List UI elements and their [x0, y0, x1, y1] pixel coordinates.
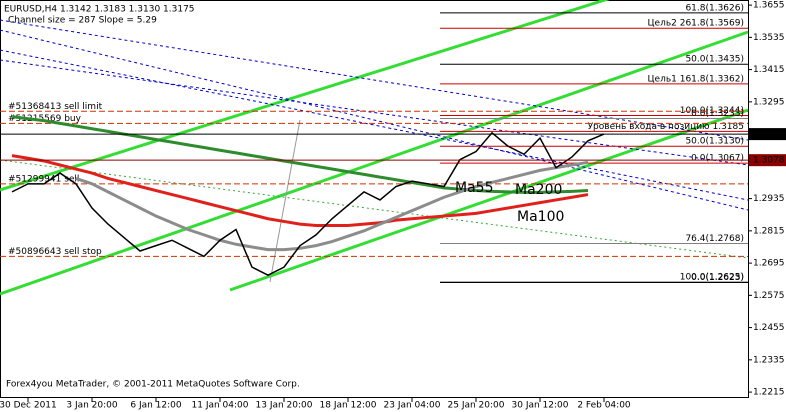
- level-label: 50.0(1.3130): [685, 137, 744, 147]
- y-tick-label: 1.2215: [753, 388, 785, 398]
- level-label: 0.0(1.2623): [691, 273, 744, 283]
- order-label: #51299941 sell: [8, 174, 79, 184]
- y-tick-label: 1.2575: [753, 291, 785, 301]
- y-tick-label: 1.3295: [753, 97, 785, 107]
- trend-lines: [0, 0, 749, 296]
- channel-line: [0, 0, 610, 192]
- price-box-label: 1.3175: [753, 130, 785, 140]
- order-label: #51215569 buy: [8, 114, 82, 124]
- trend-line: [0, 19, 749, 141]
- y-tick-label: 1.3535: [753, 33, 785, 43]
- trend-line: [0, 29, 749, 211]
- x-tick-label: 13 Jan 20:00: [256, 401, 313, 411]
- x-tick-label: 25 Jan 20:00: [448, 401, 505, 411]
- ma-label: Ma100: [517, 209, 564, 225]
- level-label: 76.4(1.2768): [685, 234, 744, 244]
- trend-line: [269, 119, 301, 283]
- level-label: 100.0(1.2625): [680, 272, 744, 282]
- price-line: [11, 131, 605, 277]
- x-tick-label: 11 Jan 04:00: [192, 401, 249, 411]
- ma-line: [11, 115, 589, 194]
- chart-title: EURUSD,H4 1.3142 1.3183 1.3130 1.3175: [4, 5, 195, 15]
- ma-line: [11, 154, 589, 227]
- trend-line: [0, 49, 749, 201]
- subtitle: Channel size = 287 Slope = 5.29: [8, 16, 157, 26]
- x-tick-label: 3 Jan 20:00: [66, 401, 118, 411]
- y-tick-label: 1.3655: [753, 1, 785, 11]
- footer: Forex4you MetaTrader, © 2001-2011 MetaQu…: [6, 380, 300, 390]
- x-tick-label: 23 Jan 04:00: [384, 401, 441, 411]
- x-tick-label: 18 Jan 12:00: [320, 401, 377, 411]
- trend-line: [0, 159, 749, 259]
- y-tick-label: 1.2815: [753, 226, 785, 236]
- y-tick-label: 1.2695: [753, 259, 785, 269]
- x-tick-label: 30 Dec 2011: [0, 401, 57, 411]
- price-box: [749, 154, 786, 167]
- ma-line: [75, 160, 589, 252]
- y-tick-label: 1.2455: [753, 323, 785, 333]
- channel-line: [0, 30, 749, 296]
- price-box-label: 1.3078: [753, 156, 785, 166]
- order-label: #50896643 sell stop: [8, 247, 102, 257]
- level-label: Цель2 261.8(1.3569): [648, 19, 744, 29]
- order-label: #51368413 sell limit: [8, 102, 103, 112]
- level-label: Уровень входа в позицию 1.3185: [588, 122, 744, 132]
- level-label: 50.0(1.3435): [685, 55, 744, 65]
- level-label: 0.0(1.3067): [691, 154, 744, 164]
- y-tick-label: 1.3415: [753, 65, 785, 75]
- ma-label: Ma55: [455, 180, 493, 196]
- level-label: 61.8(1.3626): [685, 3, 744, 13]
- x-tick-label: 6 Jan 12:00: [130, 401, 182, 411]
- ma-label: Ma200: [515, 182, 562, 198]
- channel-line: [229, 108, 749, 292]
- y-tick-label: 1.2935: [753, 194, 785, 204]
- level-label: 0.0(1.3233): [691, 109, 744, 119]
- x-tick-label: 2 Feb 04:00: [577, 401, 631, 411]
- x-tick-label: 30 Jan 12:00: [512, 401, 569, 411]
- y-tick-label: 1.2335: [753, 355, 785, 365]
- level-label: Цель1 161.8(1.3362): [648, 74, 744, 84]
- price-box: [749, 128, 786, 141]
